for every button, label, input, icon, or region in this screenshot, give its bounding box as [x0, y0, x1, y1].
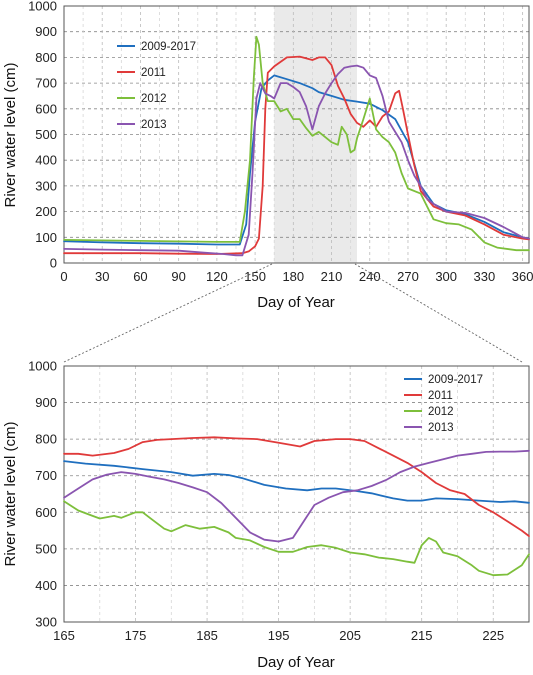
x-tick-label: 150: [244, 269, 266, 284]
x-tick-label: 270: [397, 269, 419, 284]
bottom-y-axis-title: River water level (cm): [2, 421, 19, 566]
top-legend: 2009-2017 2011 2012 2013: [117, 41, 196, 131]
x-tick-label: 60: [133, 269, 147, 284]
series-line-2009-2017: [63, 460, 530, 504]
x-tick-label: 30: [95, 269, 109, 284]
series-line-2012: [63, 500, 530, 577]
x-tick-label: 185: [196, 628, 218, 643]
bottom-plot-frame: [63, 365, 530, 623]
series-line-2009-2017: [63, 74, 530, 246]
top-y-axis-title: River water level (cm): [2, 62, 19, 207]
zoom-connector-right: [354, 263, 523, 363]
top-tick-labels: 0 100 200 300 400 500 600 700 800 900 1000 0 30 60 90 1…: [28, 0, 533, 284]
y-tick-label: 600: [35, 101, 57, 116]
y-tick-label: 500: [35, 127, 57, 142]
series-line-2011: [63, 436, 530, 537]
bottom-x-axis-title: Day of Year: [257, 654, 335, 671]
x-tick-label: 360: [512, 269, 533, 284]
legend-label: 2009-2017: [141, 41, 196, 53]
legend-label: 2009-2017: [428, 374, 483, 386]
y-tick-label: 300: [35, 615, 57, 630]
x-tick-label: 195: [268, 628, 290, 643]
x-tick-label: 225: [482, 628, 504, 643]
bottom-series-group: [63, 436, 530, 577]
x-tick-label: 180: [282, 269, 304, 284]
y-tick-label: 0: [50, 256, 57, 271]
bottom-legend: 2009-2017 2011 2012 2013: [404, 374, 483, 434]
y-tick-label: 500: [35, 541, 57, 556]
y-tick-label: 400: [35, 153, 57, 168]
y-tick-label: 600: [35, 505, 57, 520]
x-tick-label: 210: [321, 269, 343, 284]
legend-label: 2013: [428, 422, 454, 434]
x-tick-label: 120: [206, 269, 228, 284]
y-tick-label: 800: [35, 50, 57, 65]
legend-label: 2011: [141, 67, 166, 79]
legend-label: 2012: [428, 406, 454, 418]
top-plot-frame: [63, 5, 530, 264]
top-chart: 0 100 200 300 400 500 600 700 800 900 1000 0 30 60 90 1…: [2, 0, 533, 311]
y-tick-label: 1000: [28, 0, 57, 14]
y-tick-label: 900: [35, 395, 57, 410]
x-tick-label: 330: [474, 269, 496, 284]
legend-label: 2011: [428, 390, 453, 402]
bottom-gridlines: [64, 366, 529, 622]
y-tick-label: 300: [35, 178, 57, 193]
y-tick-label: 400: [35, 578, 57, 593]
legend-label: 2012: [141, 93, 167, 105]
x-tick-label: 240: [359, 269, 381, 284]
top-gridlines: [64, 6, 529, 263]
x-tick-label: 0: [60, 269, 67, 284]
x-tick-label: 300: [435, 269, 457, 284]
y-tick-label: 1000: [28, 359, 57, 374]
y-tick-label: 800: [35, 432, 57, 447]
x-tick-label: 90: [171, 269, 185, 284]
x-tick-label: 165: [53, 628, 75, 643]
x-tick-label: 175: [125, 628, 147, 643]
y-tick-label: 900: [35, 24, 57, 39]
y-tick-label: 100: [35, 230, 57, 245]
x-tick-label: 215: [411, 628, 433, 643]
y-tick-label: 200: [35, 204, 57, 219]
bottom-tick-labels: 300 400 500 600 700 800 900 1000 165 175 185 195 205…: [28, 359, 504, 644]
series-line-2013: [63, 64, 530, 257]
top-series-group: [63, 35, 530, 257]
top-x-axis-title: Day of Year: [257, 294, 335, 311]
legend-label: 2013: [141, 119, 167, 131]
bottom-chart: 300 400 500 600 700 800 900 1000 165 175 185 195 205…: [2, 359, 530, 671]
y-tick-label: 700: [35, 468, 57, 483]
series-line-2013: [63, 449, 530, 543]
series-line-2012: [63, 35, 530, 252]
x-tick-label: 205: [339, 628, 361, 643]
y-tick-label: 700: [35, 76, 57, 91]
